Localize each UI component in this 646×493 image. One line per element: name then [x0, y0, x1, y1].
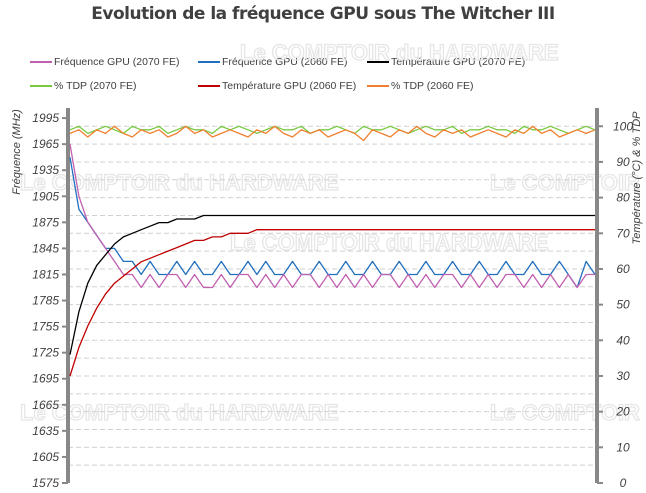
left-tick-label: 1635: [32, 424, 59, 438]
left-tick-label: 1575: [32, 476, 59, 490]
right-tick-label: 0: [620, 476, 627, 490]
left-tick-label: 1905: [32, 189, 59, 203]
legend-item: Température GPU (2060 FE): [198, 80, 356, 92]
watermark: Le COMPTOIR du HARDWARE: [490, 170, 646, 195]
legend-swatch: [367, 61, 389, 63]
right-tick-label: 20: [615, 405, 630, 419]
series-line-5: [69, 125, 596, 142]
right-tick-label: 90: [616, 155, 630, 169]
left-tick-label: 1875: [32, 215, 59, 229]
legend-swatch: [198, 61, 220, 63]
right-tick-label: 40: [616, 333, 630, 347]
legend-item: Fréquence GPU (2060 FE): [198, 56, 347, 68]
series-line-0: [69, 143, 595, 289]
left-tick-label: 1815: [32, 267, 59, 281]
legend-item: % TDP (2070 FE): [30, 80, 136, 92]
legend-label: Température GPU (2060 FE): [222, 80, 357, 92]
legend-item: % TDP (2060 FE): [367, 80, 473, 92]
left-tick-label: 1995: [32, 111, 59, 125]
left-tick-label: 1605: [32, 450, 59, 464]
legend-item: Température GPU (2070 FE): [367, 56, 525, 68]
right-tick-label: 60: [616, 262, 630, 276]
watermark: Le COMPTOIR du HARDWARE: [240, 40, 559, 65]
legend-swatch: [198, 85, 220, 87]
chart-title: Evolution de la fréquence GPU sous The W…: [91, 4, 555, 24]
right-tick-label: 10: [616, 440, 630, 454]
right-tick-label: 70: [616, 226, 630, 240]
left-tick-label: 1725: [32, 346, 59, 360]
series-line-4: [69, 229, 595, 377]
left-tick-label: 1935: [32, 163, 59, 177]
series-line-2: [69, 214, 595, 355]
legend-label: Fréquence GPU (2070 FE): [54, 56, 180, 68]
left-tick-label: 1695: [32, 372, 59, 386]
right-tick-label: 30: [616, 369, 630, 383]
legend-label: % TDP (2060 FE): [391, 80, 474, 92]
legend-item: Fréquence GPU (2070 FE): [30, 56, 179, 68]
legend-label: % TDP (2070 FE): [54, 80, 137, 92]
legend-swatch: [367, 85, 389, 87]
left-tick-label: 1785: [32, 294, 59, 308]
left-tick-label: 1665: [32, 398, 59, 412]
right-tick-label: 80: [616, 191, 630, 205]
watermark: Le COMPTOIR du HARDWARE: [490, 400, 646, 425]
left-tick-label: 1965: [32, 137, 59, 151]
legend-label: Fréquence GPU (2060 FE): [222, 56, 348, 68]
left-tick-label: 1755: [32, 320, 59, 334]
y2-axis-label: Température (°C) & % TDP: [631, 111, 643, 245]
legend-label: Température GPU (2070 FE): [391, 56, 526, 68]
right-tick-label: 50: [616, 298, 630, 312]
series-line-1: [69, 157, 596, 289]
right-tick-label: 100: [613, 119, 633, 133]
y-axis-label: Fréquence (MHz): [11, 109, 23, 195]
watermark: Le COMPTOIR du HARDWARE: [20, 400, 339, 425]
legend-swatch: [30, 61, 52, 63]
series-line-3: [69, 125, 596, 135]
left-tick-label: 1845: [32, 241, 59, 255]
legend-swatch: [30, 85, 52, 87]
